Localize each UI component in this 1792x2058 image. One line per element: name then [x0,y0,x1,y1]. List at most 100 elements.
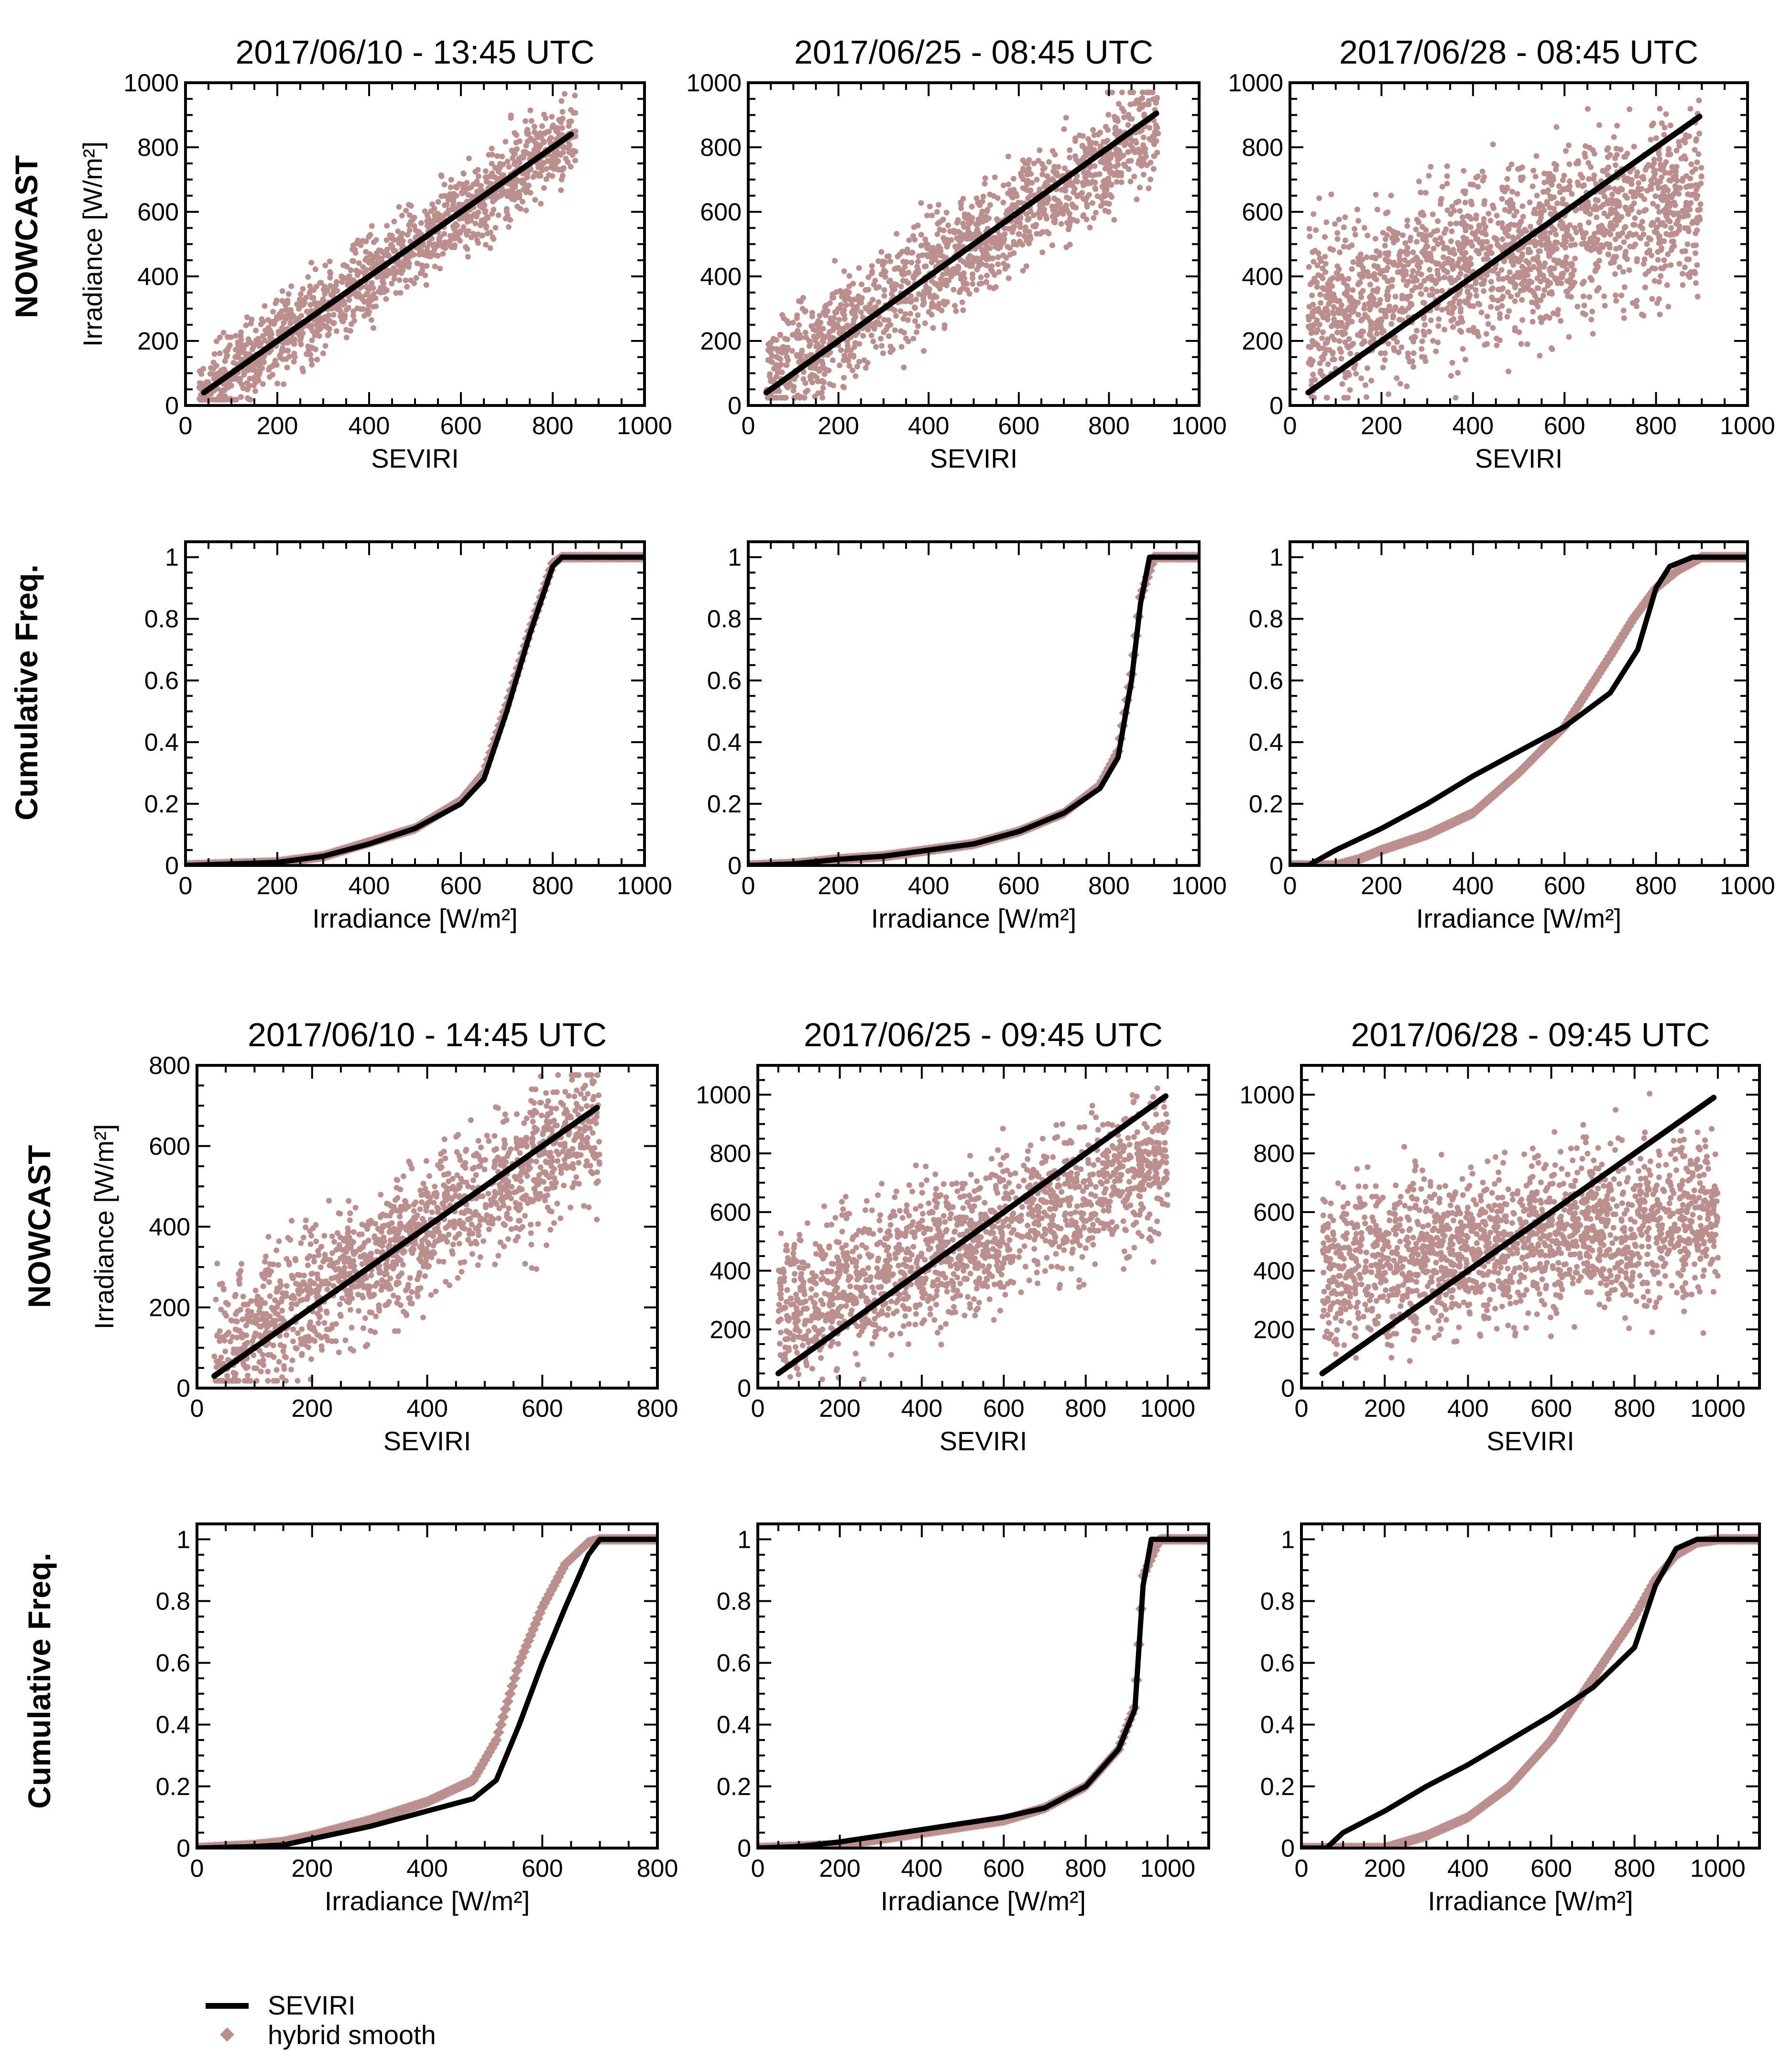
scatter-point [1018,200,1025,206]
scatter-point [1351,365,1357,371]
scatter-point [1342,214,1348,220]
scatter-point [479,232,485,239]
scatter-point [1541,287,1548,293]
scatter-point [1617,264,1623,270]
scatter-point [1693,280,1699,286]
scatter-point [1383,257,1389,263]
scatter-point [1566,334,1572,340]
scatter-point [936,243,941,249]
scatter-point [555,125,561,131]
scatter-point [329,306,335,312]
scatter-point [1395,230,1401,236]
scatter-point [1688,200,1694,206]
scatter-point [1414,328,1420,334]
scatter-point [570,109,577,116]
scatter-point [856,294,862,300]
scatter-point [475,240,481,246]
scatter-point [1108,181,1115,187]
scatter-point [802,329,809,336]
scatter-point [322,263,328,269]
scatter-point [1647,247,1653,253]
y-tick-label: 0 [728,392,742,420]
scatter-point [314,356,320,362]
scatter-point [1060,205,1066,211]
scatter-point [272,357,278,363]
scatter-point [1514,191,1520,197]
scatter-point [1516,228,1522,234]
scatter-point [1004,208,1010,214]
scatter-point [1537,248,1543,254]
scatter-point [1518,287,1524,294]
scatter-point [882,269,888,275]
scatter-point [1027,208,1034,215]
scatter-point [1312,377,1318,383]
scatter-point [1463,228,1469,234]
scatter-point [1345,276,1352,282]
scatter-point [954,219,960,226]
scatter-point [962,215,969,221]
scatter-point [1456,242,1462,249]
scatter-point [1341,243,1347,250]
scatter-point [1026,216,1032,222]
scatter-point [1380,230,1386,236]
scatter-point [1130,147,1136,153]
scatter-point [538,165,545,171]
scatter-point [211,376,217,382]
scatter-point [393,290,399,296]
scatter-point [1418,272,1424,277]
scatter-points [1305,98,1705,401]
scatter-point [1506,165,1512,172]
scatter-point [1089,200,1095,206]
scatter-point [549,114,555,120]
scatter-point [1456,298,1463,305]
scatter-point [945,222,951,229]
scatter-point [846,289,852,296]
scatter-point [404,231,411,238]
scatter-point [1541,234,1547,240]
scatter-point [1306,226,1312,232]
scatter-point [279,288,285,294]
scatter-point [1444,245,1451,251]
scatter-point [1049,242,1055,248]
scatter-point [1592,230,1597,237]
scatter-point [1350,259,1356,265]
scatter-point [233,333,239,339]
scatter-point [464,186,470,192]
scatter-point [1661,207,1667,213]
scatter-point [1656,209,1662,215]
scatter-point [1430,338,1436,344]
scatter-point [1693,230,1699,236]
scatter-point [1372,275,1377,281]
scatter-point [1334,329,1340,336]
scatter-point [1461,168,1467,174]
scatter-point [572,92,578,99]
scatter-point [1527,199,1533,206]
scatter-point [1343,394,1349,401]
scatter-point [1127,101,1134,108]
scatter-point [1558,318,1564,324]
scatter-point [350,246,356,252]
scatter-point [1125,149,1132,155]
scatter-point [1665,251,1671,257]
scatter-point [1373,255,1379,262]
scatter-point [1407,359,1413,365]
scatter-point [270,372,276,378]
scatter-point [937,226,943,232]
scatter-point [447,233,453,239]
scatter-point [359,294,365,300]
scatter-point [1462,190,1468,197]
scatter-point [1598,222,1605,229]
scatter-point [818,330,824,337]
scatter-point [1410,364,1417,370]
scatter-point [1324,394,1330,401]
scatter-point [1591,151,1597,157]
scatter-point [1616,233,1622,239]
scatter-point [217,334,223,340]
scatter-point [1042,165,1048,171]
scatter-point [437,240,443,246]
scatter-point [1312,248,1318,254]
scatter-point [925,242,931,248]
y-tick-label: 200 [700,328,742,355]
scatter-point [1499,224,1506,230]
scatter-point [1605,213,1611,219]
